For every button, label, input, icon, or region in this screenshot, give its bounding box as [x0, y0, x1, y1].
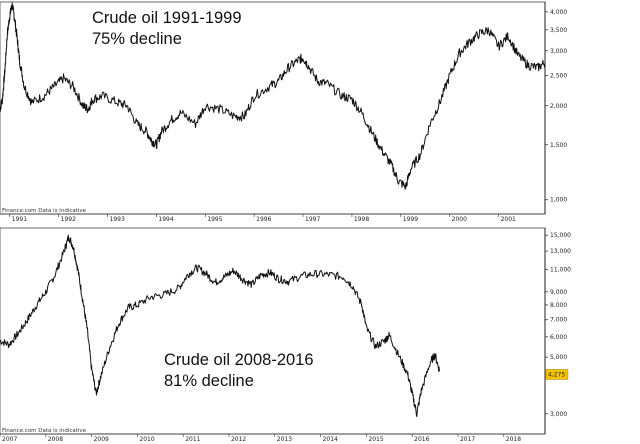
x-tick-label: 1994	[158, 216, 173, 222]
annotation-title: Crude oil 2008-2016	[164, 351, 314, 369]
y-tick-label: 1,000	[550, 197, 567, 204]
x-tick-label: 2012	[231, 436, 246, 443]
x-tick-label: 2001	[501, 216, 516, 222]
x-tick-label: 2010	[139, 436, 154, 443]
x-tick-label: 2015	[368, 436, 383, 443]
x-tick-label: 2013	[277, 436, 292, 443]
annotation-subtitle: 75% decline	[92, 29, 182, 48]
chart-panel-2008-2016: 15,000 13,000 11,000 9,000 8,000 7,000 6,000 5,…	[0, 226, 640, 444]
last-value-badge	[545, 369, 569, 380]
y-tick-label: 11,000	[550, 267, 571, 274]
price-series-line	[0, 2, 546, 190]
x-tick-label: 2008	[48, 436, 63, 443]
annotation-1991-1999: Crude oil 1991-1999 75% decline	[92, 8, 242, 49]
annotation-title: Crude oil 1991-1999	[92, 9, 242, 27]
y-tick-label: 9,000	[550, 289, 567, 296]
x-tick-label: 1999	[403, 216, 418, 222]
chart-panel-1991-1999: 4,000 3,500 3,000 2,500 2,000 1,500 1,000 1991 1…	[0, 1, 567, 222]
data-credit: Finance.com Data is indicative	[2, 208, 87, 214]
x-tick-label: 2018	[506, 436, 521, 443]
y-tick-label: 8,000	[550, 302, 567, 309]
y-tick-label: 5,000	[550, 354, 567, 361]
y-tick-label: 15,000	[550, 232, 571, 239]
x-tick-label: 1993	[110, 216, 125, 222]
plot-frame	[0, 227, 546, 435]
chart-canvas-1991-1999: 4,000 3,500 3,000 2,500 2,000 1,500 1,000 1991 1…	[0, 1, 567, 222]
x-tick-label: 1991	[12, 216, 27, 222]
annotation-2008-2016: Crude oil 2008-2016 81% decline	[164, 350, 314, 391]
y-tick-label: 1,500	[550, 142, 567, 149]
x-tick-label: 1992	[61, 216, 76, 222]
x-tick-label: 2017	[460, 436, 475, 443]
y-tick-label: 2,000	[550, 103, 567, 110]
y-tick-label: 2,500	[550, 73, 567, 80]
data-credit: Finance.com Data is indicative	[2, 428, 87, 434]
y-tick-label: 3,500	[550, 27, 567, 34]
annotation-subtitle: 81% decline	[164, 371, 254, 390]
y-tick-label: 7,000	[550, 317, 567, 324]
x-tick-label: 1996	[256, 216, 271, 222]
x-tick-label: 2007	[2, 436, 17, 443]
y-tick-label: 3,000	[550, 48, 567, 55]
x-tick-label: 1998	[354, 216, 369, 222]
x-tick-label: 2014	[323, 436, 338, 443]
y-tick-label: 13,000	[550, 248, 571, 255]
y-tick-label: 4,000	[550, 9, 567, 16]
price-series-line	[0, 234, 441, 418]
last-value-label: 4,275	[548, 371, 565, 378]
panel-separator	[0, 222, 640, 226]
y-tick-label: 6,000	[550, 334, 567, 341]
x-tick-label: 1995	[207, 216, 222, 222]
plot-frame	[0, 1, 546, 215]
x-tick-label: 2016	[414, 436, 429, 443]
x-tick-label: 2011	[185, 436, 200, 443]
x-tick-label: 2009	[94, 436, 109, 443]
y-tick-label: 3,000	[550, 411, 567, 418]
x-tick-label: 1997	[305, 216, 320, 222]
chart-canvas-2008-2016: 15,000 13,000 11,000 9,000 8,000 7,000 6,000 5,…	[0, 227, 571, 443]
x-tick-label: 2000	[452, 216, 467, 222]
